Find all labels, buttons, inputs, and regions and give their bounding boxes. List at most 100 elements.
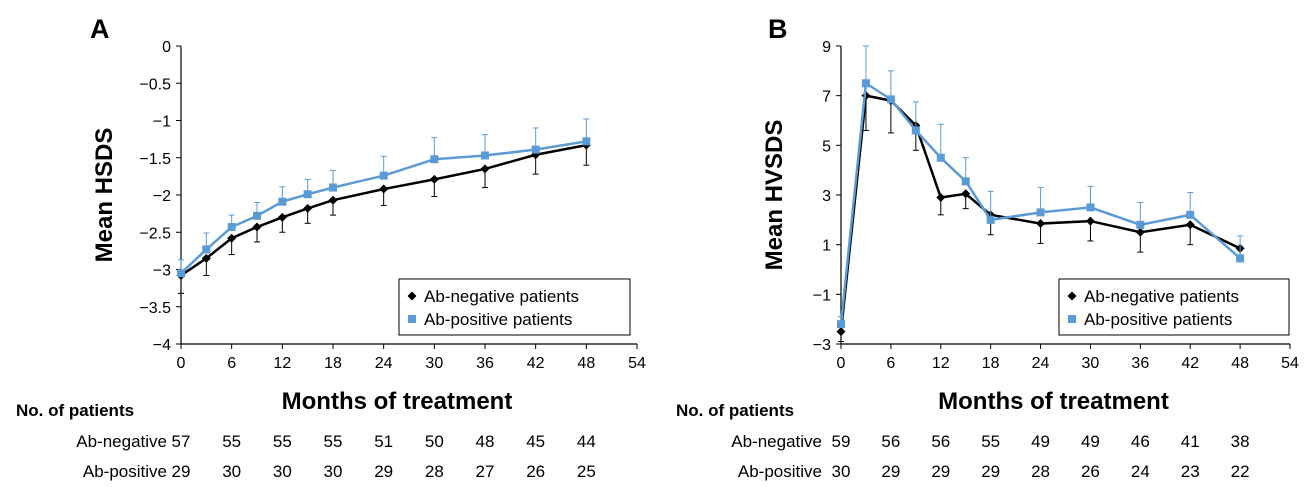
legend-marker [1067, 291, 1077, 301]
panel-letter: A [90, 14, 110, 44]
data-point-marker [379, 171, 388, 180]
legend-label: Ab-positive patients [1084, 310, 1232, 329]
y-tick-label: −1 [153, 114, 171, 131]
data-point-marker [911, 126, 920, 135]
legend-label: Ab-negative patients [424, 287, 579, 306]
patients-count: 41 [1181, 432, 1200, 451]
y-tick-label: −1 [813, 287, 831, 304]
patients-row-label: Ab-negative [731, 432, 822, 451]
data-point-marker [227, 233, 237, 243]
x-axis-title: Months of treatment [282, 388, 513, 415]
patients-header: No. of patients [16, 401, 134, 420]
patients-count: 55 [273, 432, 292, 451]
x-tick-label: 42 [1181, 355, 1199, 372]
data-point-marker [861, 79, 870, 88]
data-point-marker [1036, 219, 1046, 229]
patients-count: 30 [832, 462, 851, 481]
x-tick-label: 0 [837, 355, 846, 372]
series-line [180, 143, 587, 277]
data-point-marker [227, 223, 236, 232]
data-point-marker [253, 211, 261, 220]
y-axis-title: Mean HSDS [91, 128, 118, 263]
patients-count: 56 [931, 432, 950, 451]
x-tick-label: 30 [1082, 355, 1100, 372]
data-point-marker [531, 145, 540, 154]
patients-count: 49 [1081, 432, 1100, 451]
patients-row-label: Ab-negative [76, 432, 167, 451]
patients-count: 29 [172, 462, 191, 481]
y-tick-label: −3.5 [139, 300, 171, 317]
data-point-marker [1186, 210, 1195, 219]
x-tick-label: 12 [932, 355, 950, 372]
x-tick-label: 24 [1032, 355, 1050, 372]
patients-count: 38 [1231, 432, 1250, 451]
patients-count: 22 [1231, 462, 1250, 481]
data-point-marker [1236, 254, 1245, 263]
x-tick-label: 24 [375, 355, 393, 372]
legend-box [398, 278, 631, 336]
patients-count: 30 [273, 462, 292, 481]
data-point-marker [481, 151, 489, 160]
y-tick-label: −3 [813, 337, 831, 354]
patients-count: 48 [476, 432, 495, 451]
x-tick-label: 36 [1131, 355, 1149, 372]
series-line [839, 94, 1241, 332]
y-tick-label: −2.5 [139, 225, 171, 242]
x-tick-label: 54 [628, 355, 646, 372]
chart-a: A 0 −0.5 −1 −1.5 −2 −2.5 −3 −3.5 −4 0 6 12 18 24 30 36 42… [16, 14, 646, 481]
patients-count: 26 [526, 462, 545, 481]
y-tick-label: −0.5 [139, 76, 171, 93]
patients-count: 23 [1181, 462, 1200, 481]
data-point-marker [177, 269, 185, 278]
patients-count: 28 [425, 462, 444, 481]
patients-count: 45 [526, 432, 545, 451]
patients-header: No. of patients [676, 401, 794, 420]
x-tick-label: 6 [227, 355, 236, 372]
patients-row-label: Ab-positive [83, 462, 167, 481]
data-point-marker [936, 192, 946, 202]
patients-count: 29 [981, 462, 1000, 481]
data-point-marker [303, 203, 313, 213]
data-point-marker [252, 222, 262, 232]
data-point-marker [1085, 216, 1095, 226]
data-point-marker [836, 327, 846, 337]
patients-count: 27 [476, 462, 495, 481]
x-tick-label: 30 [425, 355, 443, 372]
patients-count: 30 [222, 462, 241, 481]
patients-count: 57 [172, 432, 191, 451]
patients-count: 25 [577, 462, 596, 481]
patients-count: 55 [981, 432, 1000, 451]
y-tick-label: −1.5 [139, 151, 171, 168]
data-point-marker [379, 184, 389, 194]
legend-label: Ab-positive patients [424, 310, 572, 329]
patients-count: 26 [1081, 462, 1100, 481]
panel-b: B 9 7 5 3 1 −1 −3 0 6 12 18 24 30 36 42 48 54 Mean HVSDS Mo… [653, 0, 1306, 487]
y-tick-label: 9 [822, 39, 831, 56]
data-point-marker [1036, 208, 1045, 217]
patients-count: 29 [881, 462, 900, 481]
data-point-marker [837, 320, 845, 329]
data-point-marker [582, 137, 591, 146]
patients-count: 44 [577, 432, 596, 451]
patients-count: 50 [425, 432, 444, 451]
patients-count: 29 [374, 462, 393, 481]
patients-count: 59 [832, 432, 851, 451]
data-point-marker [961, 189, 971, 199]
patients-count: 49 [1031, 432, 1050, 451]
y-tick-label: 7 [822, 89, 831, 106]
data-point-marker [278, 197, 287, 206]
y-tick-label: −4 [153, 337, 171, 354]
series-line [180, 140, 587, 275]
patients-count: 55 [324, 432, 343, 451]
patients-count: 24 [1131, 462, 1150, 481]
y-tick-label: 1 [822, 238, 831, 255]
x-tick-label: 36 [476, 355, 494, 372]
y-tick-label: −2 [153, 188, 171, 205]
data-point-marker [303, 190, 312, 199]
legend-marker [408, 315, 416, 323]
x-axis-title: Months of treatment [938, 388, 1169, 415]
x-tick-label: 18 [982, 355, 1000, 372]
y-tick-label: 0 [162, 39, 171, 56]
data-point-marker [201, 253, 211, 263]
data-point-marker [429, 174, 439, 184]
